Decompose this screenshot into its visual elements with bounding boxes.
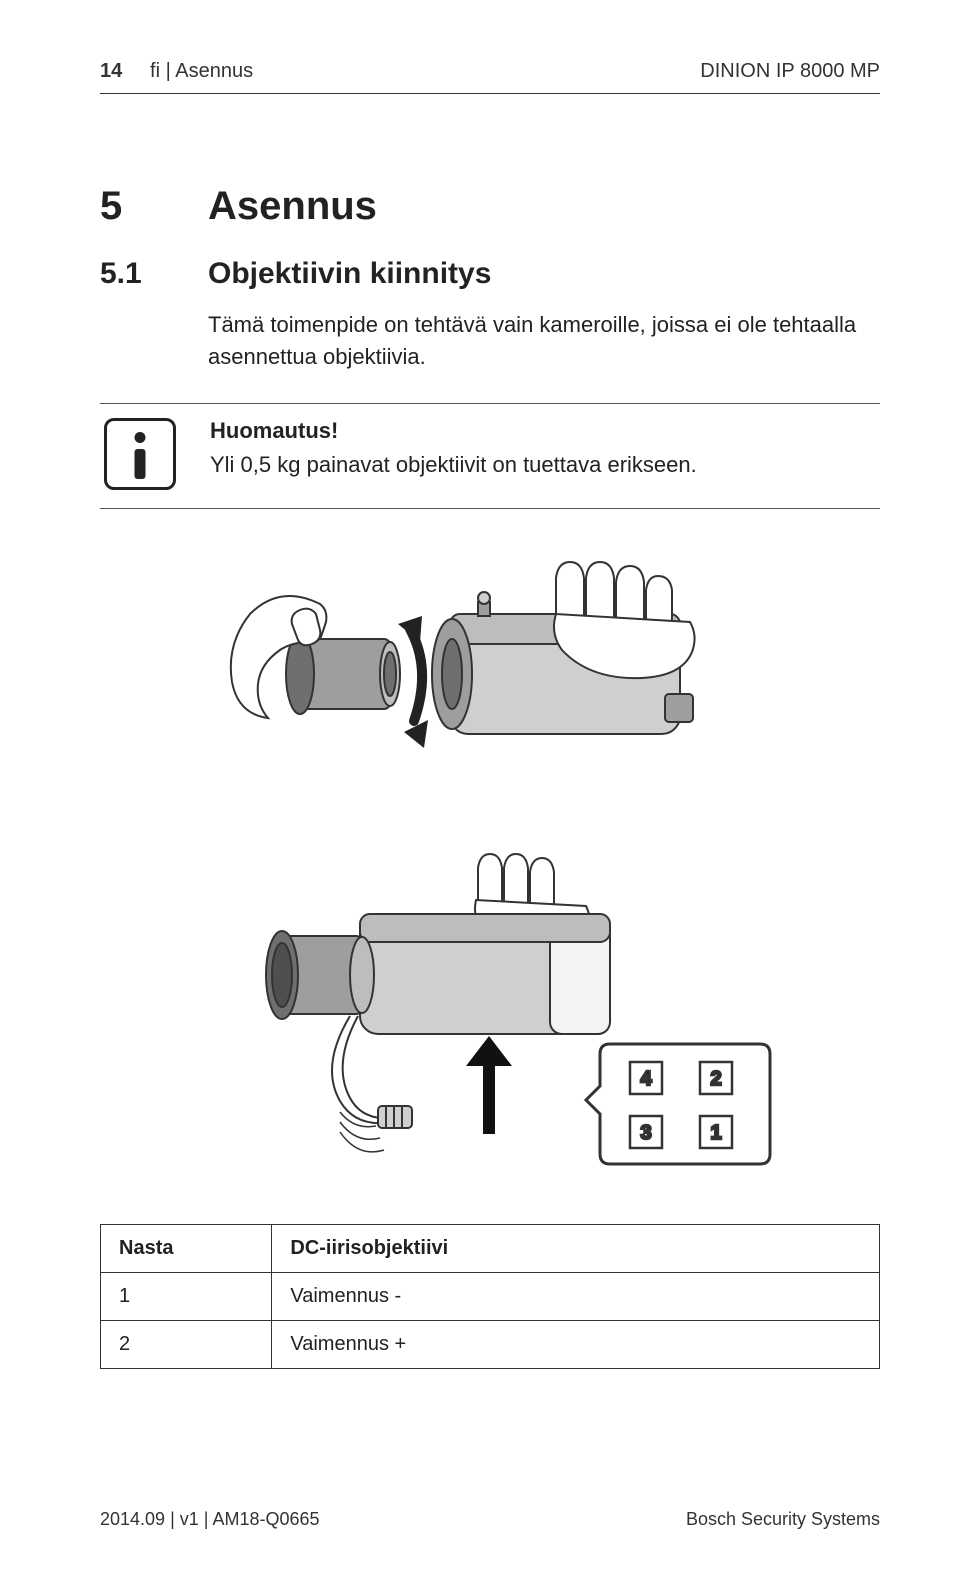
connector-pin-label: 3 (640, 1122, 651, 1144)
footer-left: 2014.09 | v1 | AM18-Q0665 (100, 1509, 320, 1530)
note-block: Huomautus! Yli 0,5 kg painavat objektiiv… (100, 403, 880, 509)
table-header: Nasta (101, 1224, 272, 1272)
table-cell: Vaimennus + (272, 1320, 880, 1368)
subsection-body: Tämä toimenpide on tehtävä vain kameroil… (208, 309, 880, 373)
page-number: 14 (100, 60, 122, 82)
section-title: Asennus (208, 184, 377, 229)
page-footer: 2014.09 | v1 | AM18-Q0665 Bosch Security… (100, 1509, 880, 1530)
section-heading: 5 Asennus (100, 184, 880, 229)
note-body: Yli 0,5 kg painavat objektiivit on tuett… (210, 450, 697, 481)
connector-pin-label: 4 (640, 1068, 652, 1090)
connector-pin-label: 2 (710, 1068, 721, 1090)
note-rule-bottom (100, 508, 880, 509)
connector-pin-label: 1 (710, 1122, 721, 1144)
table-row: 1 Vaimennus - (101, 1272, 880, 1320)
table-cell: Vaimennus - (272, 1272, 880, 1320)
info-icon (100, 418, 180, 490)
subsection-heading: 5.1 Objektiivin kiinnitys (100, 257, 880, 291)
table-header-row: Nasta DC-iirisobjektiivi (101, 1224, 880, 1272)
table-cell: 2 (101, 1320, 272, 1368)
header-left: 14 fi | Asennus (100, 60, 253, 83)
header-right: DINION IP 8000 MP (700, 60, 880, 83)
table-row: 2 Vaimennus + (101, 1320, 880, 1368)
table-cell: 1 (101, 1272, 272, 1320)
header-rule (100, 93, 880, 94)
subsection-title: Objektiivin kiinnitys (208, 257, 491, 291)
illustrations: 4 2 3 1 (100, 544, 880, 1174)
page: 14 fi | Asennus DINION IP 8000 MP 5 Asen… (0, 0, 960, 1580)
note-heading: Huomautus! (210, 418, 697, 444)
pin-table: Nasta DC-iirisobjektiivi 1 Vaimennus - 2… (100, 1224, 880, 1369)
illustration-lens-attach (220, 544, 760, 794)
header-left-text: fi | Asennus (150, 60, 253, 82)
page-header: 14 fi | Asennus DINION IP 8000 MP (100, 60, 880, 83)
table-header: DC-iirisobjektiivi (272, 1224, 880, 1272)
subsection-number: 5.1 (100, 257, 180, 291)
footer-right: Bosch Security Systems (686, 1509, 880, 1530)
note-text: Huomautus! Yli 0,5 kg painavat objektiiv… (210, 418, 697, 490)
illustration-connector: 4 2 3 1 (190, 844, 790, 1174)
section-number: 5 (100, 184, 160, 229)
